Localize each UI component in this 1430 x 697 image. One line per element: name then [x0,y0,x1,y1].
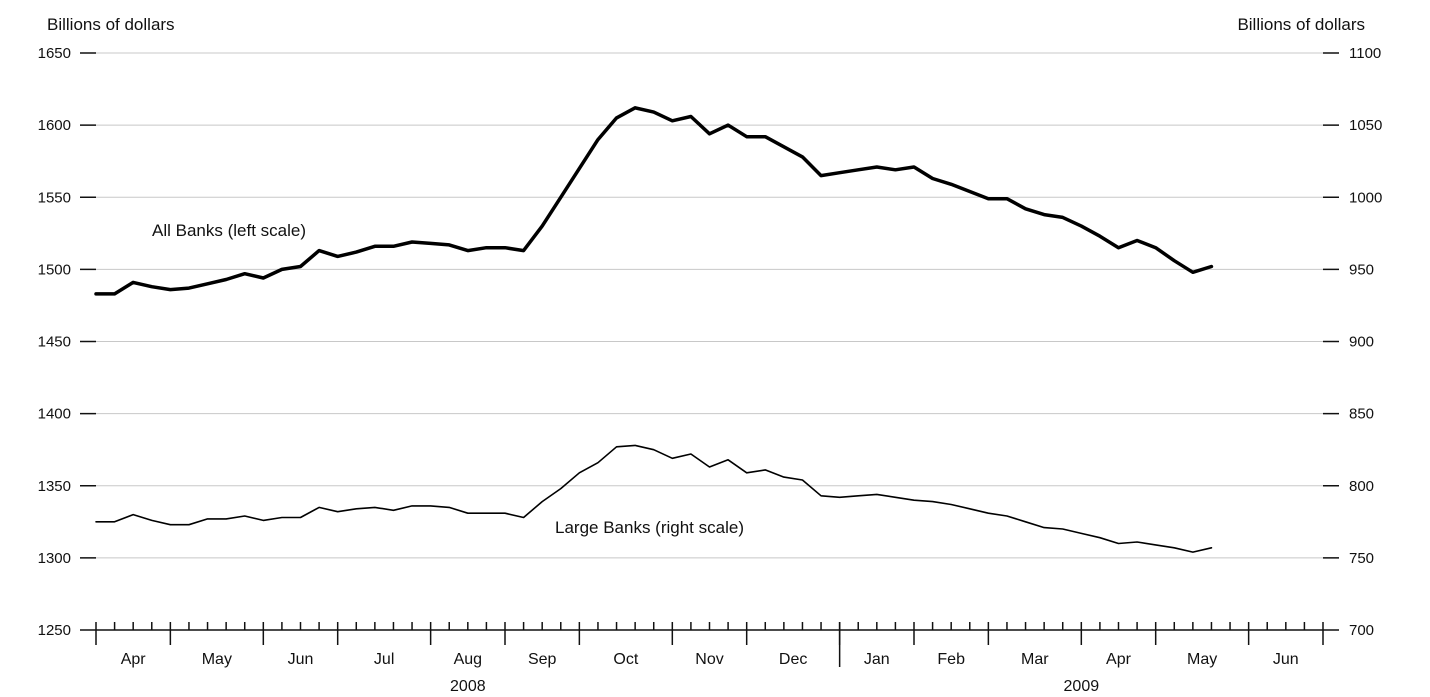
left-tick-label: 1500 [38,261,71,278]
month-label: Mar [1021,651,1049,668]
series-label-large-banks: Large Banks (right scale) [555,518,744,537]
left-axis-title: Billions of dollars [47,15,175,34]
series-line-all-banks [94,106,1214,296]
month-label: Dec [779,651,807,668]
left-tick-label: 1550 [38,189,71,206]
right-tick-label: 850 [1349,406,1374,423]
month-label: Jul [374,651,394,668]
month-label: May [202,651,232,668]
right-tick-label: 1100 [1349,45,1381,62]
month-label: Apr [121,651,147,668]
right-tick-label: 900 [1349,334,1374,351]
right-axis-title: Billions of dollars [1237,15,1365,34]
right-tick-label: 750 [1349,550,1374,567]
left-tick-label: 1300 [38,550,71,567]
left-tick-label: 1400 [38,406,71,423]
year-label-2008: 2008 [450,678,486,695]
month-label: Sep [528,651,557,668]
left-tick-label: 1650 [38,45,71,62]
year-label-2009: 2009 [1064,678,1100,695]
series [94,106,1214,553]
month-label: May [1187,651,1217,668]
month-label: Apr [1106,651,1132,668]
series-label-all-banks: All Banks (left scale) [152,221,306,240]
right-tick-label: 1000 [1349,189,1382,206]
right-tick-label: 800 [1349,478,1374,495]
month-label: Jun [288,651,314,668]
left-tick-label: 1600 [38,117,71,134]
month-label: Oct [613,651,638,668]
month-label: Feb [937,651,965,668]
series-line-large-banks [95,444,1213,553]
month-label: Jan [864,651,890,668]
axes: 1250 1300 1350 1400 1450 1500 1550 1600 1650 700 7… [38,45,1383,695]
left-tick-label: 1350 [38,478,71,495]
left-tick-label: 1250 [38,622,71,639]
month-label: Aug [454,651,482,668]
right-tick-label: 950 [1349,261,1374,278]
grid-lines [96,52,1323,559]
right-tick-label: 1050 [1349,117,1382,134]
left-tick-label: 1450 [38,334,71,351]
month-label: Nov [695,651,723,668]
month-label: Jun [1273,651,1299,668]
right-tick-label: 700 [1349,622,1374,639]
